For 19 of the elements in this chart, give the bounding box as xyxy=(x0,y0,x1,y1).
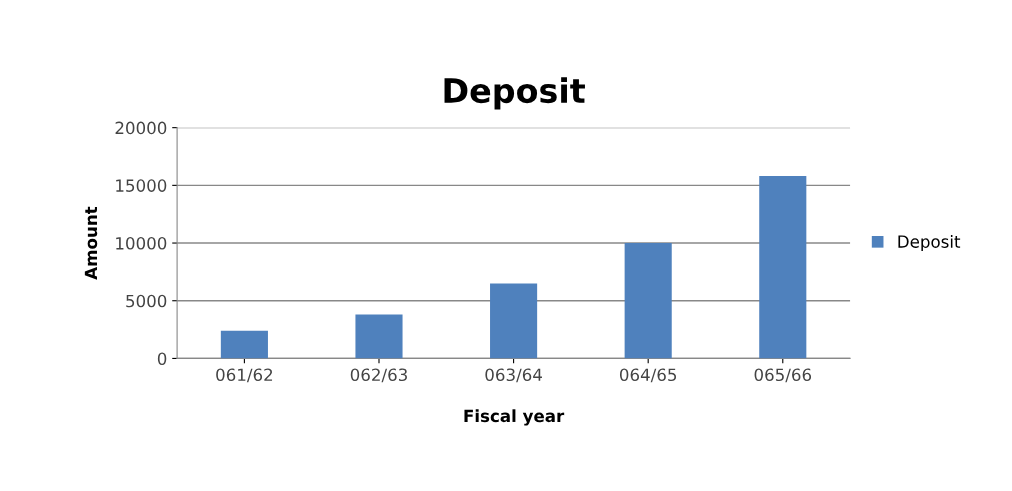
bar xyxy=(759,176,807,359)
x-tick-label: 062/63 xyxy=(350,368,407,383)
x-tick-label: 065/66 xyxy=(754,368,812,383)
y-tick-label: 0 xyxy=(157,352,167,365)
y-axis-title: Amount xyxy=(84,206,98,280)
bar xyxy=(355,314,403,359)
y-tick-label: 20000 xyxy=(115,121,167,135)
bar xyxy=(490,283,538,359)
x-tick-label: 061/62 xyxy=(216,368,273,383)
legend-label: Deposit xyxy=(898,234,961,252)
y-tick-label: 5000 xyxy=(126,294,167,308)
y-tick-label: 15000 xyxy=(116,179,167,192)
x-tick-label: 064/65 xyxy=(619,368,677,383)
bar xyxy=(220,330,268,359)
x-tick-label: 063/64 xyxy=(485,368,542,383)
bar xyxy=(624,243,672,359)
y-tick-label: 10000 xyxy=(116,237,167,250)
x-axis-title: Fiscal year xyxy=(464,409,565,426)
chart-title: Deposit xyxy=(444,77,585,110)
